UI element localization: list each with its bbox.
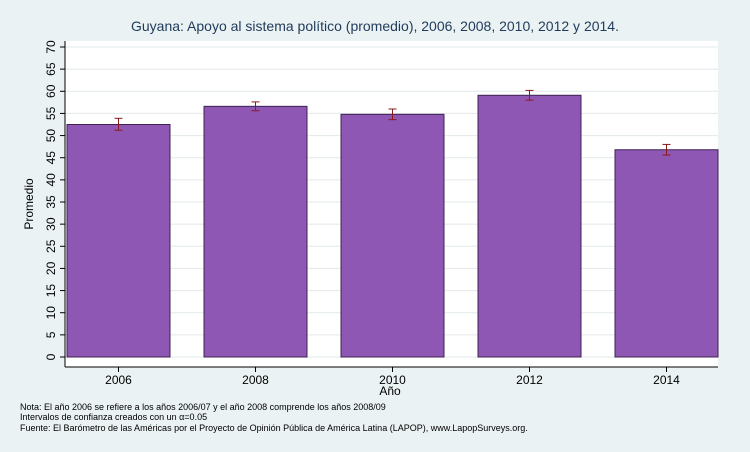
y-tick-label: 10 [44,306,58,320]
y-tick-label: 70 [44,40,58,54]
note-line-1: Nota: El año 2006 se refiere a los años … [20,402,386,412]
y-tick-label: 35 [44,195,58,209]
y-tick-label: 0 [44,353,58,360]
x-axis-label: Año [379,384,401,398]
x-tick-label: 2014 [653,373,680,387]
y-tick-label: 55 [44,106,58,120]
y-axis-label: Promedio [22,178,36,230]
y-axis: 0 5 10 15 20 25 30 35 40 45 50 55 60 65 70 [44,40,66,367]
bar-2012 [477,94,582,358]
y-tick-label: 5 [44,331,58,338]
x-tick-label: 2008 [242,373,269,387]
x-tick-label: 2012 [516,373,543,387]
y-tick-label: 30 [44,217,58,231]
chart-title: Guyana: Apoyo al sistema político (prome… [131,18,619,34]
y-tick-label: 45 [44,151,58,165]
x-axis: 2006 2008 2010 2012 2014 [65,366,718,387]
error-bars [114,89,671,156]
y-tick-label: 50 [44,129,58,143]
bar-2014 [614,149,719,358]
x-tick-label: 2010 [379,373,406,387]
y-tick-label: 15 [44,284,58,298]
y-tick-label: 65 [44,62,58,76]
y-tick-label: 25 [44,239,58,253]
y-tick-label: 20 [44,261,58,275]
y-tick-label: 60 [44,84,58,98]
bars [66,94,719,358]
x-tick-label: 2006 [105,373,132,387]
bar-2008 [203,105,308,358]
y-tick-label: 40 [44,173,58,187]
source-line: Fuente: El Barómetro de las Américas por… [20,423,528,433]
bar-2006 [66,124,171,358]
note-line-2: Intervalos de confianza creados con un α… [20,412,208,422]
bar-2010 [340,113,445,358]
